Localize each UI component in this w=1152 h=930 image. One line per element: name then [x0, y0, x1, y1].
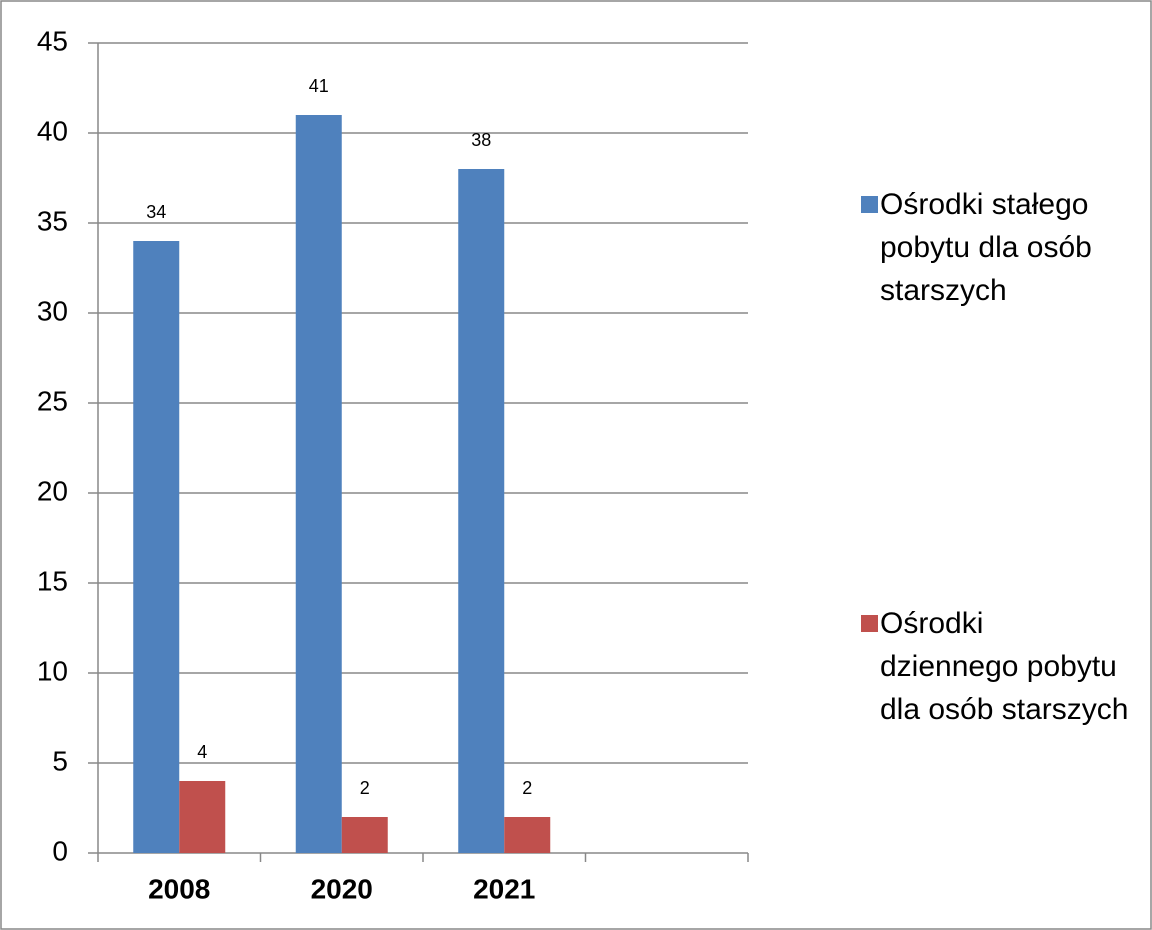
bar — [504, 817, 551, 853]
data-label: 2 — [522, 778, 532, 798]
x-tick-label: 2020 — [311, 873, 373, 904]
y-tick-label: 30 — [37, 295, 68, 326]
bar — [133, 241, 180, 853]
y-tick-label: 20 — [37, 475, 68, 506]
y-tick-label: 15 — [37, 565, 68, 596]
legend-swatch — [861, 196, 878, 213]
y-tick-label: 25 — [37, 385, 68, 416]
legend-label: Ośrodki dziennego pobytu dla osób starsz… — [880, 607, 1129, 726]
y-tick-label: 45 — [37, 25, 68, 56]
data-label: 4 — [197, 742, 207, 762]
y-tick-label: 40 — [37, 115, 68, 146]
bar — [458, 169, 505, 853]
x-tick-label: 2021 — [473, 873, 535, 904]
legend-label: Ośrodki stałego pobytu dla osób starszyc… — [880, 188, 1092, 307]
data-label: 34 — [146, 202, 166, 222]
bar — [295, 115, 342, 853]
y-tick-label: 0 — [52, 835, 68, 866]
bar — [179, 781, 226, 853]
data-label: 2 — [360, 778, 370, 798]
bar — [341, 817, 388, 853]
y-tick-label: 10 — [37, 655, 68, 686]
y-tick-label: 5 — [52, 745, 68, 776]
legend-swatch — [861, 615, 878, 632]
y-tick-label: 35 — [37, 205, 68, 236]
x-tick-label: 2008 — [148, 873, 210, 904]
legend-entry: Ośrodki dziennego pobytu dla osób starsz… — [861, 602, 1130, 731]
legend-entry: Ośrodki stałego pobytu dla osób starszyc… — [861, 183, 1130, 312]
data-label: 38 — [471, 130, 491, 150]
data-label: 41 — [309, 76, 329, 96]
